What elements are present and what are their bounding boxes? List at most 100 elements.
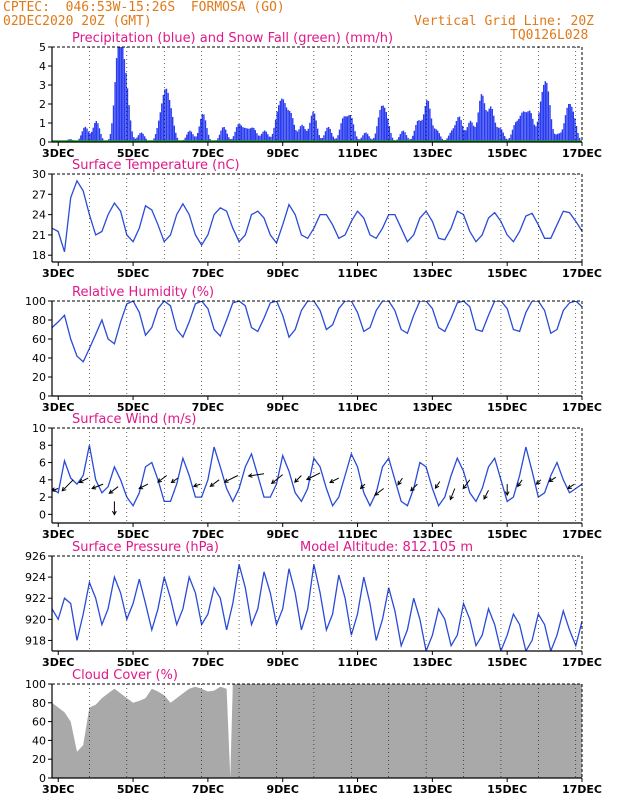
x-tick-label: 5DEC bbox=[117, 267, 149, 280]
precip-bar bbox=[574, 118, 576, 142]
x-tick-label: 11DEC bbox=[338, 267, 378, 280]
precip-bar bbox=[363, 133, 366, 142]
precip-bar bbox=[158, 120, 160, 142]
x-tick-label: 11DEC bbox=[338, 783, 378, 796]
precip-bar bbox=[474, 126, 476, 142]
precip-bar bbox=[87, 131, 90, 142]
wind-arrow-head bbox=[504, 491, 510, 497]
y-tick-label: 2 bbox=[39, 491, 46, 504]
precip-bar bbox=[463, 130, 465, 142]
x-tick-label: 13DEC bbox=[412, 656, 452, 669]
plot-frame bbox=[51, 300, 583, 397]
precip-bar bbox=[354, 131, 356, 142]
precip-bar bbox=[561, 129, 564, 142]
wind-arrow bbox=[434, 481, 441, 489]
precip-bar bbox=[240, 125, 242, 142]
precip-bar bbox=[301, 124, 303, 142]
y-tick-label: 60 bbox=[32, 333, 46, 346]
precip-bar bbox=[480, 94, 483, 142]
precip-bar bbox=[173, 125, 175, 142]
precip-bar bbox=[368, 136, 370, 142]
precip-bar bbox=[320, 138, 322, 142]
wind-arrow bbox=[193, 483, 201, 487]
precip-bar bbox=[558, 133, 560, 142]
panel-title: Surface Wind (m/s) bbox=[72, 412, 196, 427]
precip-bar bbox=[568, 104, 570, 142]
wind-arrow-head bbox=[397, 480, 402, 486]
y-tick-label: 60 bbox=[32, 716, 46, 729]
precip-bar bbox=[365, 132, 367, 142]
precip-bar bbox=[550, 119, 553, 142]
wind-arrow-head bbox=[91, 485, 97, 490]
precip-bar bbox=[170, 108, 172, 142]
precip-bar bbox=[577, 133, 579, 142]
precip-bar bbox=[198, 126, 200, 142]
precip-bar bbox=[522, 111, 525, 142]
data-line bbox=[52, 301, 582, 363]
precip-bar bbox=[447, 135, 450, 142]
plot-frame bbox=[51, 173, 583, 263]
precip-bar bbox=[192, 134, 194, 142]
precip-bar bbox=[345, 116, 347, 142]
precip-bar bbox=[380, 105, 383, 142]
x-tick-label: 7DEC bbox=[192, 147, 224, 160]
x-tick-label: 9DEC bbox=[267, 656, 299, 669]
panel-title: Relative Humidity (%) bbox=[72, 285, 214, 300]
y-tick-label: 20 bbox=[32, 371, 46, 384]
precip-bar bbox=[515, 122, 517, 142]
precip-bar bbox=[384, 107, 386, 142]
x-tick-label: 15DEC bbox=[487, 783, 527, 796]
wind-arrow bbox=[171, 477, 179, 483]
y-tick-label: 10 bbox=[32, 422, 46, 435]
precip-bar bbox=[366, 133, 369, 142]
wind-arrow-head bbox=[483, 494, 488, 500]
precip-bar bbox=[377, 117, 380, 142]
wind-arrow-head bbox=[247, 473, 253, 478]
precip-bar bbox=[186, 134, 188, 142]
precip-bar bbox=[532, 118, 534, 142]
precip-bar bbox=[306, 130, 308, 142]
wind-arrow-head bbox=[61, 486, 67, 492]
precip-bar bbox=[100, 134, 102, 142]
precip-bar bbox=[379, 109, 381, 142]
plot-area bbox=[52, 684, 582, 778]
wind-arrow-head bbox=[270, 479, 276, 485]
wind-arrow bbox=[483, 489, 489, 500]
precip-bar bbox=[547, 91, 550, 142]
precip-bar bbox=[387, 118, 389, 142]
wind-arrow-head bbox=[223, 478, 229, 483]
wind-arrow bbox=[449, 488, 456, 500]
precip-bar bbox=[125, 72, 127, 142]
precip-bar bbox=[235, 127, 238, 142]
precip-bar bbox=[128, 105, 130, 142]
precip-bar bbox=[324, 131, 327, 142]
precip-bar bbox=[184, 137, 186, 142]
x-tick-label: 15DEC bbox=[487, 656, 527, 669]
y-tick-label: 100 bbox=[25, 295, 46, 308]
x-tick-label: 3DEC bbox=[42, 147, 74, 160]
precip-bar bbox=[285, 107, 288, 142]
precip-bar bbox=[457, 117, 459, 142]
precip-bar bbox=[218, 134, 221, 142]
precip-bar bbox=[527, 111, 529, 142]
precip-bar bbox=[94, 123, 96, 142]
precip-bar bbox=[329, 128, 331, 142]
x-tick-label: 7DEC bbox=[192, 267, 224, 280]
x-tick-label: 11DEC bbox=[338, 147, 378, 160]
wind-arrow bbox=[329, 477, 340, 483]
precip-bar bbox=[535, 126, 537, 142]
precip-bar bbox=[228, 137, 230, 142]
precip-bar bbox=[276, 111, 278, 142]
precip-bar bbox=[293, 124, 295, 142]
precip-bar bbox=[273, 127, 275, 142]
x-tick-label: 7DEC bbox=[192, 401, 224, 414]
precip-bar bbox=[326, 127, 328, 142]
precip-bar bbox=[187, 131, 189, 142]
precip-bar bbox=[303, 126, 305, 142]
precip-bar bbox=[139, 133, 141, 142]
y-tick-label: 5 bbox=[39, 41, 46, 54]
precip-bar bbox=[117, 47, 119, 142]
plot-area bbox=[52, 564, 582, 651]
precip-bar bbox=[557, 133, 559, 142]
